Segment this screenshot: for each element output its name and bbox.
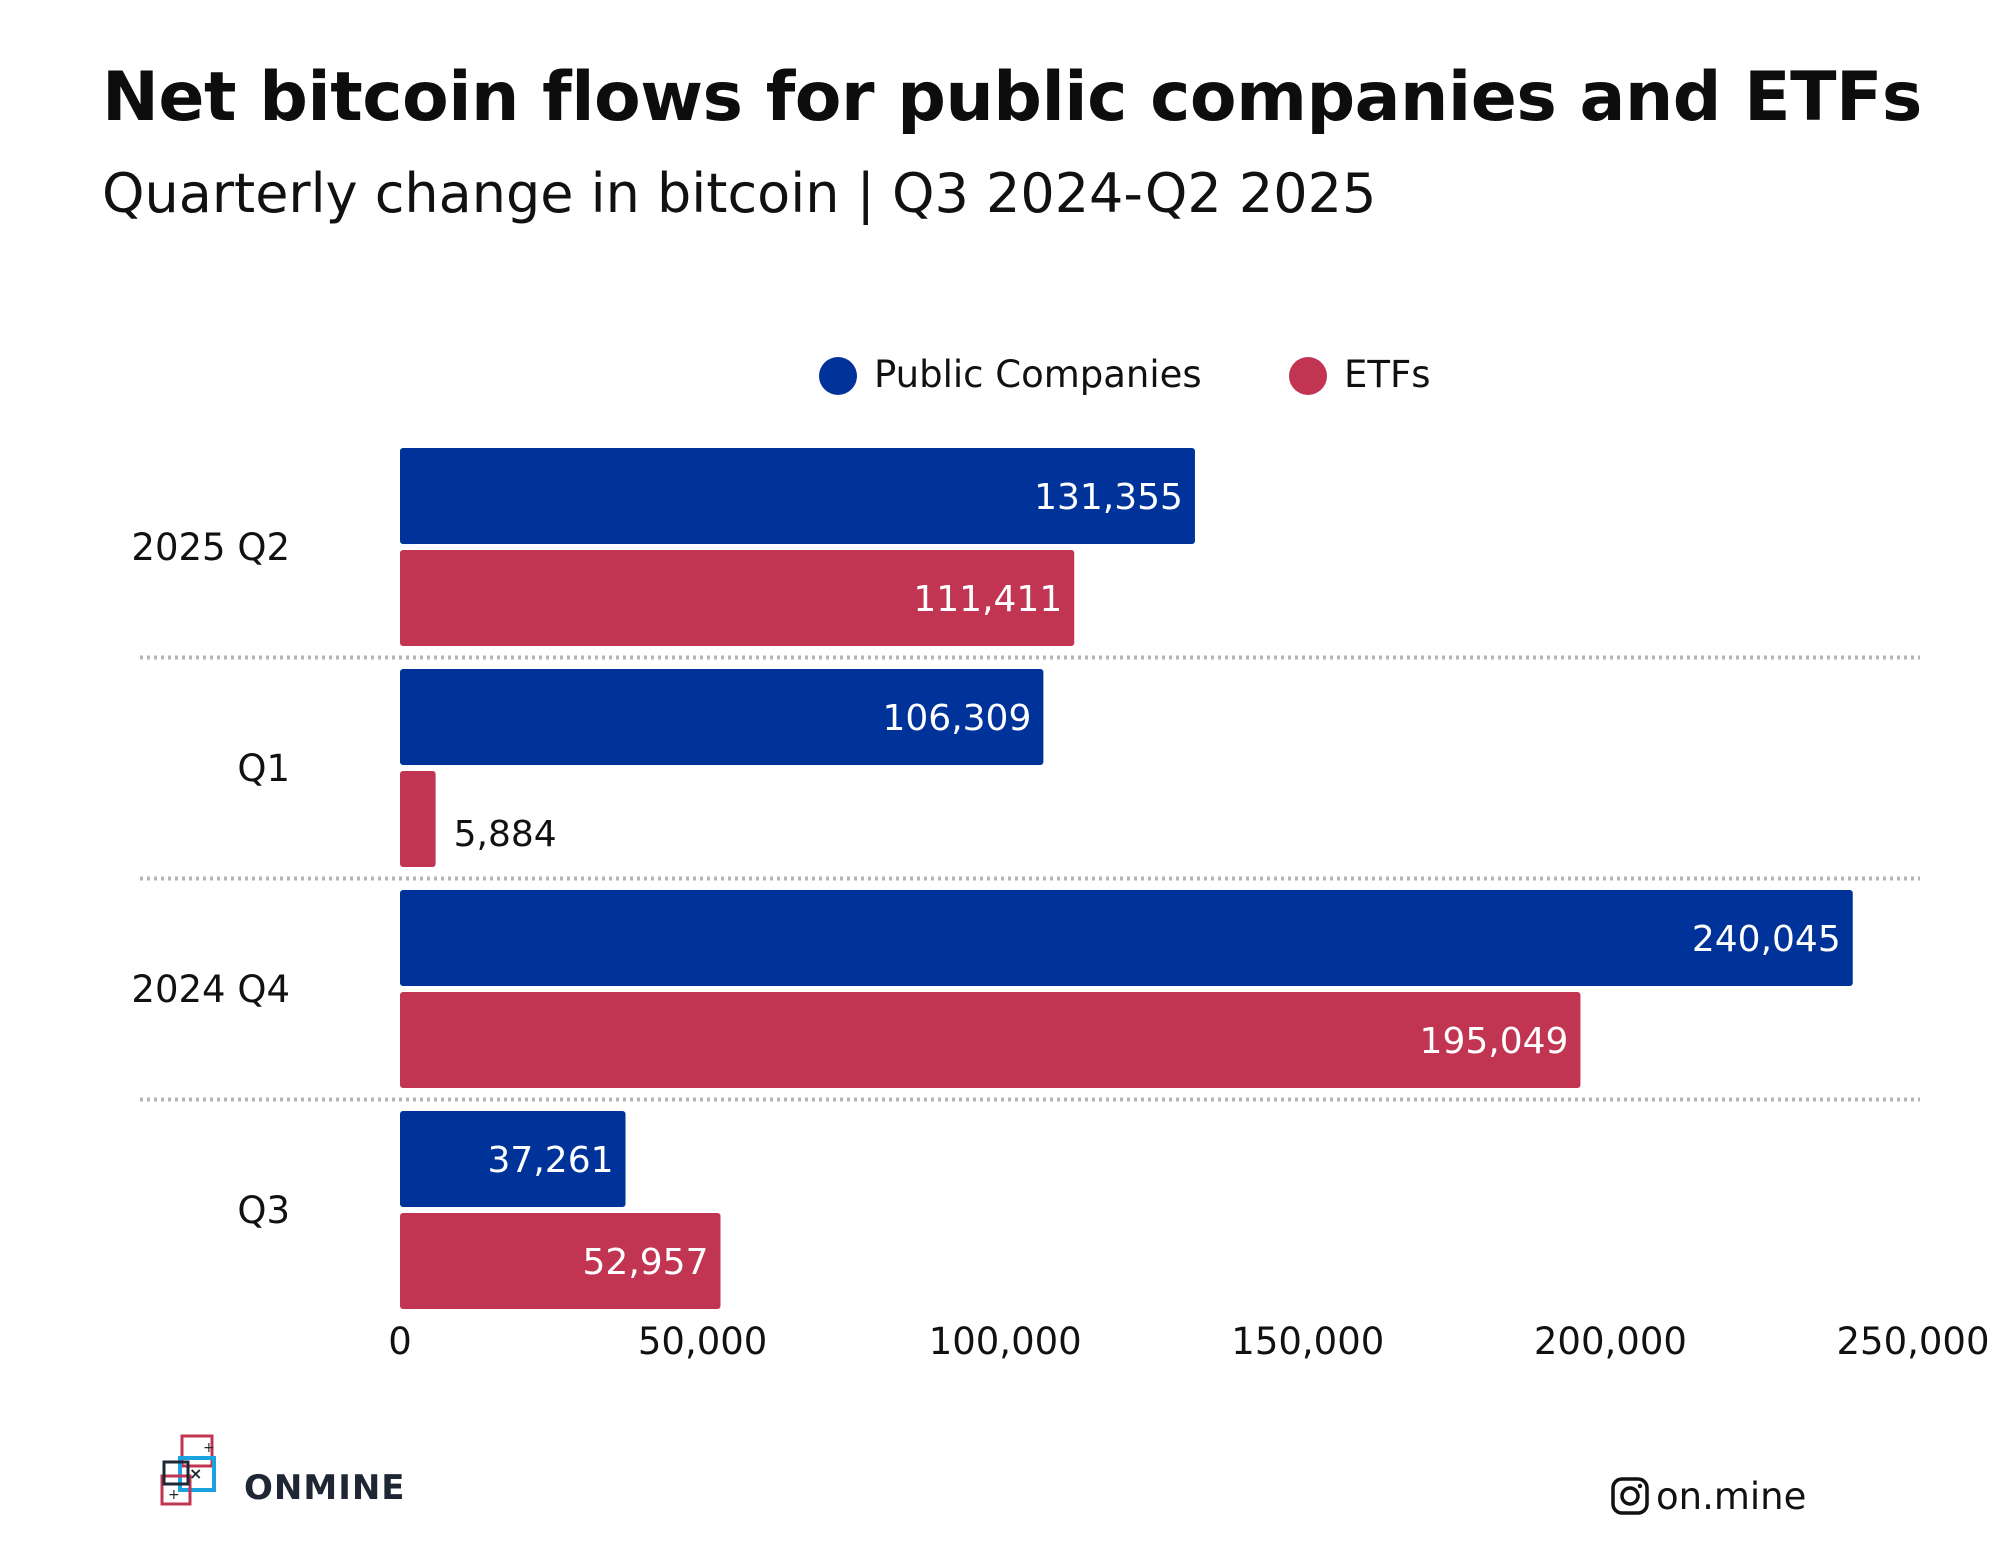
chart-title: Net bitcoin flows for public companies a…	[102, 58, 1922, 137]
bar-etfs-2025-q2	[400, 550, 1075, 646]
category-separators	[140, 655, 1920, 1102]
x-tick-label: 250,000	[1836, 1320, 1989, 1363]
data-label-etfs-2025-q2: 111,411	[913, 579, 1062, 620]
x-tick-label: 200,000	[1534, 1320, 1687, 1363]
svg-text:×: ×	[189, 1464, 202, 1483]
bar-etfs-2024-q4	[400, 992, 1581, 1088]
x-tick-label: 150,000	[1231, 1320, 1384, 1363]
data-label-etfs-q3: 52,957	[583, 1242, 709, 1283]
legend-marker-etfs	[1289, 357, 1327, 395]
onmine-logo: + + × ONMINE	[156, 1432, 405, 1522]
x-tick-label: 50,000	[638, 1320, 767, 1363]
svg-text:+: +	[168, 1487, 180, 1503]
data-label-public-companies-2024-q4: 240,045	[1692, 919, 1841, 960]
social-handle-text: on.mine	[1656, 1474, 1807, 1518]
category-label-2025-q2: 2025 Q2	[131, 526, 290, 569]
category-label-2024-q4: 2024 Q4	[131, 968, 290, 1011]
svg-text:+: +	[203, 1440, 215, 1456]
bar-etfs-q3	[400, 1213, 721, 1309]
social-handle[interactable]: on.mine	[1610, 1474, 1806, 1518]
bar-chart: Public Companies ETFs 131,355 111,411 106,3…	[131, 353, 1989, 1363]
chart-legend: Public Companies ETFs	[819, 353, 1431, 396]
category-labels: 2025 Q2 Q1 2024 Q4 Q3	[131, 526, 290, 1232]
onmine-logo-text: ONMINE	[244, 1468, 406, 1508]
bar-public-companies-2024-q4	[400, 890, 1853, 986]
data-label-public-companies-q3: 37,261	[488, 1140, 614, 1181]
data-label-public-companies-2025-q2: 131,355	[1034, 477, 1183, 518]
instagram-icon	[1611, 1477, 1649, 1515]
bar-public-companies-q3	[400, 1111, 626, 1207]
legend-marker-public-companies	[819, 357, 857, 395]
data-label-etfs-q1: 5,884	[454, 814, 557, 855]
bars-group: 131,355 111,411 106,309 5,884 240,045 195,049…	[400, 448, 1853, 1309]
data-label-public-companies-q1: 106,309	[883, 698, 1032, 739]
legend-label-etfs: ETFs	[1344, 353, 1431, 396]
bar-public-companies-2025-q2	[400, 448, 1195, 544]
x-tick-label: 0	[388, 1320, 412, 1363]
bar-etfs-q1	[400, 771, 436, 867]
chart-subtitle: Quarterly change in bitcoin | Q3 2024-Q2…	[102, 162, 1377, 225]
legend-label-public-companies: Public Companies	[874, 353, 1202, 396]
onmine-logo-mark: + + ×	[160, 1434, 216, 1506]
x-tick-label: 100,000	[929, 1320, 1082, 1363]
category-label-q3: Q3	[237, 1189, 290, 1232]
category-label-q1: Q1	[237, 747, 290, 790]
bar-public-companies-q1	[400, 669, 1044, 765]
data-label-etfs-2024-q4: 195,049	[1420, 1021, 1569, 1062]
x-axis: 0 50,000 100,000 150,000 200,000 250,000	[388, 1320, 1989, 1363]
